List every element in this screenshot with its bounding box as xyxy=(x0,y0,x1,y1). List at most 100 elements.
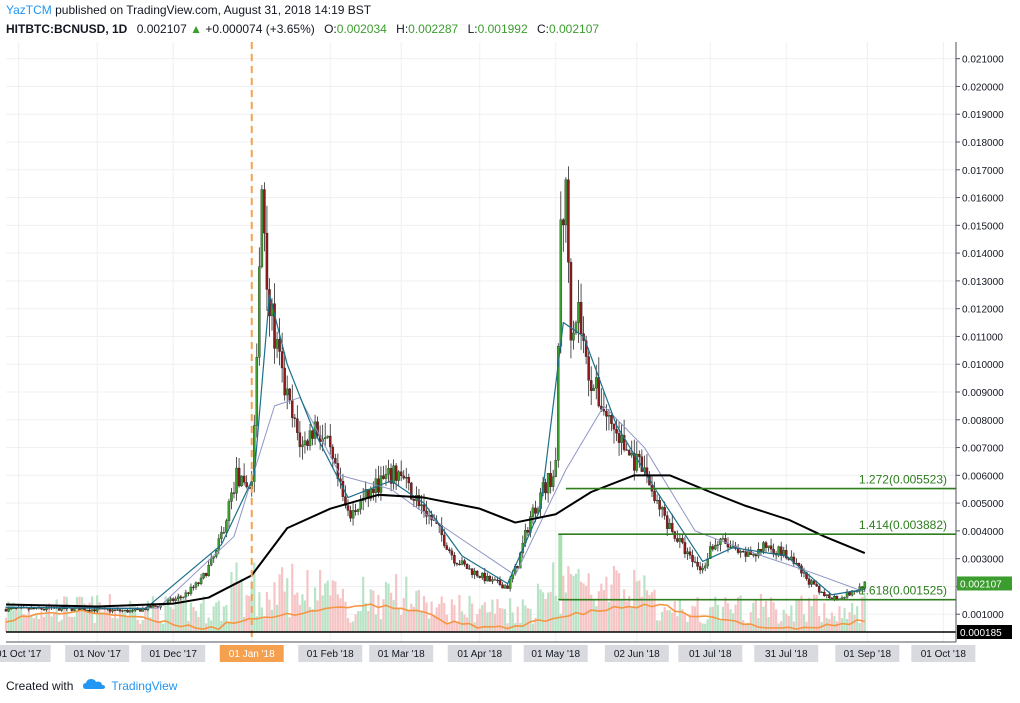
volume-bar xyxy=(503,609,507,632)
volume-bar xyxy=(369,589,372,632)
volume-bar xyxy=(853,614,856,632)
x-tick-label: 01 Sep '18 xyxy=(844,649,892,660)
volume-bar xyxy=(172,609,175,632)
candle-body xyxy=(12,607,15,609)
candle-body xyxy=(470,568,474,575)
candle-body xyxy=(825,594,829,597)
x-tick-label: 31 Jul '18 xyxy=(765,649,808,660)
created-with-text: Created with xyxy=(6,678,74,693)
candle-body xyxy=(620,435,623,443)
volume-bar xyxy=(164,596,167,632)
candle-body xyxy=(448,549,451,552)
candle-body xyxy=(622,435,626,450)
candle-body xyxy=(627,450,631,456)
y-tick-label: 0.008000 xyxy=(962,416,1004,427)
volume-value-box xyxy=(957,625,1012,639)
volume-bar xyxy=(420,611,423,632)
volume-bar xyxy=(724,597,727,632)
candle-body xyxy=(823,591,826,597)
ma-short-line xyxy=(5,294,865,610)
candle-body xyxy=(422,504,426,512)
candle-body xyxy=(828,594,831,599)
candle-body xyxy=(258,266,261,358)
volume-bar xyxy=(65,596,68,632)
candle-body xyxy=(701,567,704,571)
candle-body xyxy=(123,609,127,612)
x-tick-box xyxy=(298,645,363,662)
volume-bar xyxy=(167,598,170,632)
candle-body xyxy=(843,597,846,599)
volume-bar xyxy=(83,603,86,632)
volume-bar xyxy=(688,614,692,632)
candle-body xyxy=(779,546,783,556)
candle-body xyxy=(564,179,568,226)
volume-bar xyxy=(737,596,740,632)
volume-bar xyxy=(50,616,53,632)
candle-body xyxy=(280,351,284,369)
volume-bar xyxy=(851,602,854,632)
volume-bar xyxy=(795,600,798,632)
candle-body xyxy=(519,552,522,569)
tradingview-link[interactable]: TradingView xyxy=(111,678,178,693)
volume-bar xyxy=(742,620,745,632)
volume-bar xyxy=(681,609,684,632)
candle-body xyxy=(7,608,10,612)
volume-bar xyxy=(709,607,712,632)
volume-bar xyxy=(450,599,453,632)
candle-body xyxy=(792,556,796,564)
volume-bar xyxy=(645,590,649,632)
candle-body xyxy=(719,538,722,545)
volume-bar xyxy=(706,619,709,632)
volume-bar xyxy=(696,597,699,632)
candle-body xyxy=(863,581,867,589)
candle-body xyxy=(397,471,400,481)
last-price-box xyxy=(957,576,1012,591)
candle-body xyxy=(407,477,411,484)
y-tick-label: 0.019000 xyxy=(962,110,1004,121)
candle-body xyxy=(207,565,210,576)
candle-body xyxy=(225,520,228,533)
volume-bar xyxy=(863,595,866,632)
volume-bar xyxy=(212,606,215,632)
volume-bar xyxy=(146,600,149,632)
candle-body xyxy=(154,605,157,607)
candle-body xyxy=(237,467,241,487)
author-link[interactable]: YazTCM xyxy=(6,3,52,17)
volume-bar xyxy=(640,596,643,632)
volume-bar xyxy=(529,608,532,632)
volume-bar xyxy=(387,583,390,632)
volume-bar xyxy=(351,621,355,632)
candle-body xyxy=(693,561,697,563)
candle-body xyxy=(230,492,233,502)
volume-bar xyxy=(536,583,540,632)
volume-bar xyxy=(787,615,790,632)
candle-body xyxy=(577,302,580,323)
candle-body xyxy=(453,554,456,564)
volume-bar xyxy=(478,608,481,632)
volume-bar xyxy=(53,612,56,632)
volume-bar xyxy=(769,597,773,632)
volume-bar xyxy=(397,608,400,632)
volume-bar xyxy=(174,605,177,632)
volume-bar xyxy=(329,595,332,632)
candle-body xyxy=(551,476,555,487)
volume-bar xyxy=(458,594,461,632)
candle-body xyxy=(443,534,446,546)
volume-bar xyxy=(719,620,722,632)
candle-body xyxy=(554,460,557,477)
candle-body xyxy=(567,179,570,263)
volume-bar xyxy=(835,621,839,632)
volume-bar xyxy=(169,606,172,632)
volume-bar xyxy=(435,607,438,632)
volume-bar xyxy=(587,573,590,632)
candle-body xyxy=(762,542,765,552)
candle-body xyxy=(131,610,134,612)
volume-bar xyxy=(15,609,18,632)
candle-body xyxy=(90,609,94,612)
volume-bar xyxy=(471,603,474,632)
volume-bar xyxy=(159,621,162,632)
candle-body xyxy=(757,549,760,557)
volume-bar xyxy=(714,596,717,632)
candle-body xyxy=(711,546,715,550)
